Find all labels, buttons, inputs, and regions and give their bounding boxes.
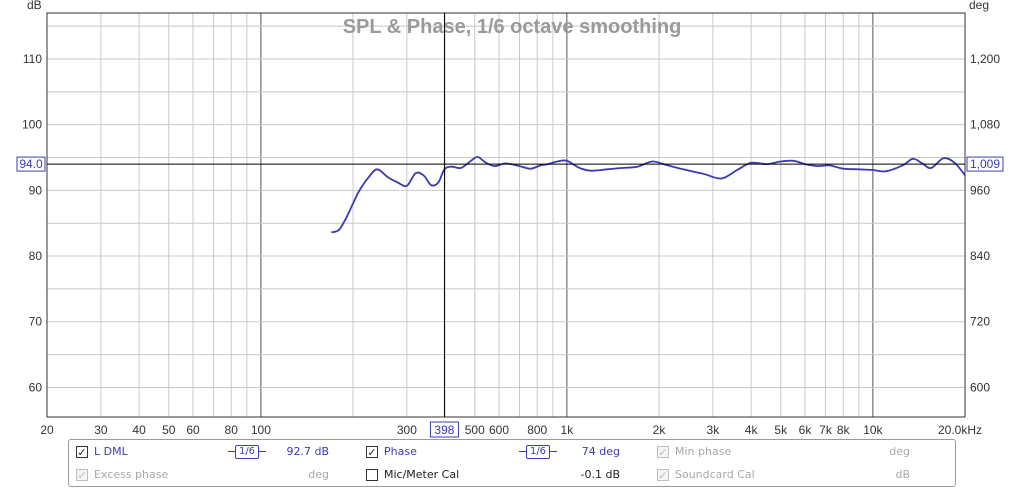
- phase-smoothing-value: 1/6: [526, 445, 550, 459]
- excess-phase-value: deg: [308, 468, 329, 481]
- excess-phase-checkbox[interactable]: ✓: [76, 469, 88, 482]
- y-left-tick-label: 100: [22, 118, 42, 132]
- cursor-right-readout-box: [966, 156, 1004, 172]
- cursor-right-readout: 1,009: [970, 157, 1000, 171]
- x-tick-label: 2k: [653, 423, 667, 437]
- min-phase-value: deg: [889, 445, 910, 458]
- grid: [47, 13, 965, 417]
- min-phase-checkbox[interactable]: ✓: [657, 446, 669, 459]
- x-tick-labels: 20 30 40 50 60 80 100 300 500 600 800 1k 2k 3k 4k 5k 6k 7…: [40, 423, 982, 437]
- mic-meter-cal-label: Mic/Meter Cal: [384, 468, 460, 481]
- min-phase-label: Min phase: [675, 445, 732, 458]
- cursor-y-readout: 94.0: [19, 157, 43, 171]
- mic-meter-cal-value: -0.1 dB: [580, 468, 621, 481]
- x-tick-label: 80: [225, 423, 239, 437]
- x-tick-label: 600: [489, 423, 509, 437]
- cursor[interactable]: 398 94.0 1,009: [16, 13, 1004, 438]
- l-dml-smoothing-value: 1/6: [235, 445, 259, 459]
- phase-value: 74 deg: [581, 445, 620, 458]
- x-tick-label: 7k: [819, 423, 833, 437]
- x-tick-label: 30: [94, 423, 108, 437]
- x-tick-label: 500: [465, 423, 485, 437]
- phase-checkbox[interactable]: ✓: [366, 446, 378, 459]
- y-right-axis-label: deg: [969, 0, 989, 12]
- y-right-tick-label: 960: [970, 183, 990, 197]
- x-tick-label: 10k: [863, 423, 883, 437]
- x-tick-label: 5k: [774, 423, 788, 437]
- y-right-tick-label: 600: [970, 380, 990, 394]
- y-right-tick-label: 840: [970, 249, 990, 263]
- y-right-tick-label: 720: [970, 315, 990, 329]
- spl-phase-chart[interactable]: SPL & Phase, 1/6 octave smoothing dB deg…: [0, 0, 1024, 438]
- x-tick-label: 40: [132, 423, 146, 437]
- y-left-tick-label: 70: [29, 315, 43, 329]
- y-left-tick-label: 110: [23, 52, 42, 66]
- l-dml-checkbox[interactable]: ✓: [76, 446, 88, 459]
- y-right-tick-label: 1,080: [970, 118, 1000, 132]
- cursor-y-readout-box: [16, 156, 46, 172]
- x-tick-label: 20: [40, 423, 54, 437]
- cursor-x-readout-box: [429, 421, 459, 438]
- series-line-l-dml: [331, 155, 966, 234]
- l-dml-smoothing-control[interactable]: 1/6: [228, 445, 266, 459]
- series-layer: [331, 155, 966, 234]
- plot-area[interactable]: [47, 13, 965, 417]
- y-left-axis-label: dB: [27, 0, 42, 12]
- y-left-tick-label: 60: [29, 380, 43, 394]
- soundcard-cal-label: Soundcard Cal: [675, 468, 755, 481]
- x-tick-label: 50: [162, 423, 176, 437]
- chart-title: SPL & Phase, 1/6 octave smoothing: [343, 16, 682, 38]
- l-dml-label: L DML: [94, 445, 128, 458]
- x-tick-label: 3k: [707, 423, 721, 437]
- legend-panel: ✓ L DML 1/6 92.7 dB ✓ Phase 1/6 74 deg ✓…: [68, 439, 956, 487]
- soundcard-cal-checkbox[interactable]: ✓: [657, 469, 669, 482]
- y-left-tick-label: 90: [29, 183, 43, 197]
- x-tick-label: 300: [397, 423, 417, 437]
- y-left-tick-labels: 60 70 80 90 100 110: [22, 52, 42, 394]
- x-tick-label: 8k: [837, 423, 851, 437]
- x-tick-label: 20.0kHz: [938, 423, 982, 437]
- x-tick-label: 60: [186, 423, 200, 437]
- x-tick-label: 800: [527, 423, 547, 437]
- excess-phase-label: Excess phase: [94, 468, 169, 481]
- phase-label: Phase: [384, 445, 417, 458]
- mic-meter-cal-checkbox[interactable]: [366, 469, 378, 481]
- cursor-x-readout: 398: [434, 423, 454, 437]
- x-tick-label: 1k: [561, 423, 575, 437]
- y-right-tick-label: 1,200: [970, 52, 1000, 66]
- plot-frame: [46, 12, 966, 418]
- x-tick-label: 6k: [799, 423, 813, 437]
- phase-smoothing-control[interactable]: 1/6: [519, 445, 557, 459]
- l-dml-value: 92.7 dB: [286, 445, 329, 458]
- y-left-tick-label: 80: [29, 249, 43, 263]
- y-right-tick-labels: 600 720 840 960 1,080 1,200: [970, 52, 1000, 394]
- x-tick-label: 100: [251, 423, 271, 437]
- x-tick-label: 4k: [745, 423, 759, 437]
- soundcard-cal-value: dB: [895, 468, 910, 481]
